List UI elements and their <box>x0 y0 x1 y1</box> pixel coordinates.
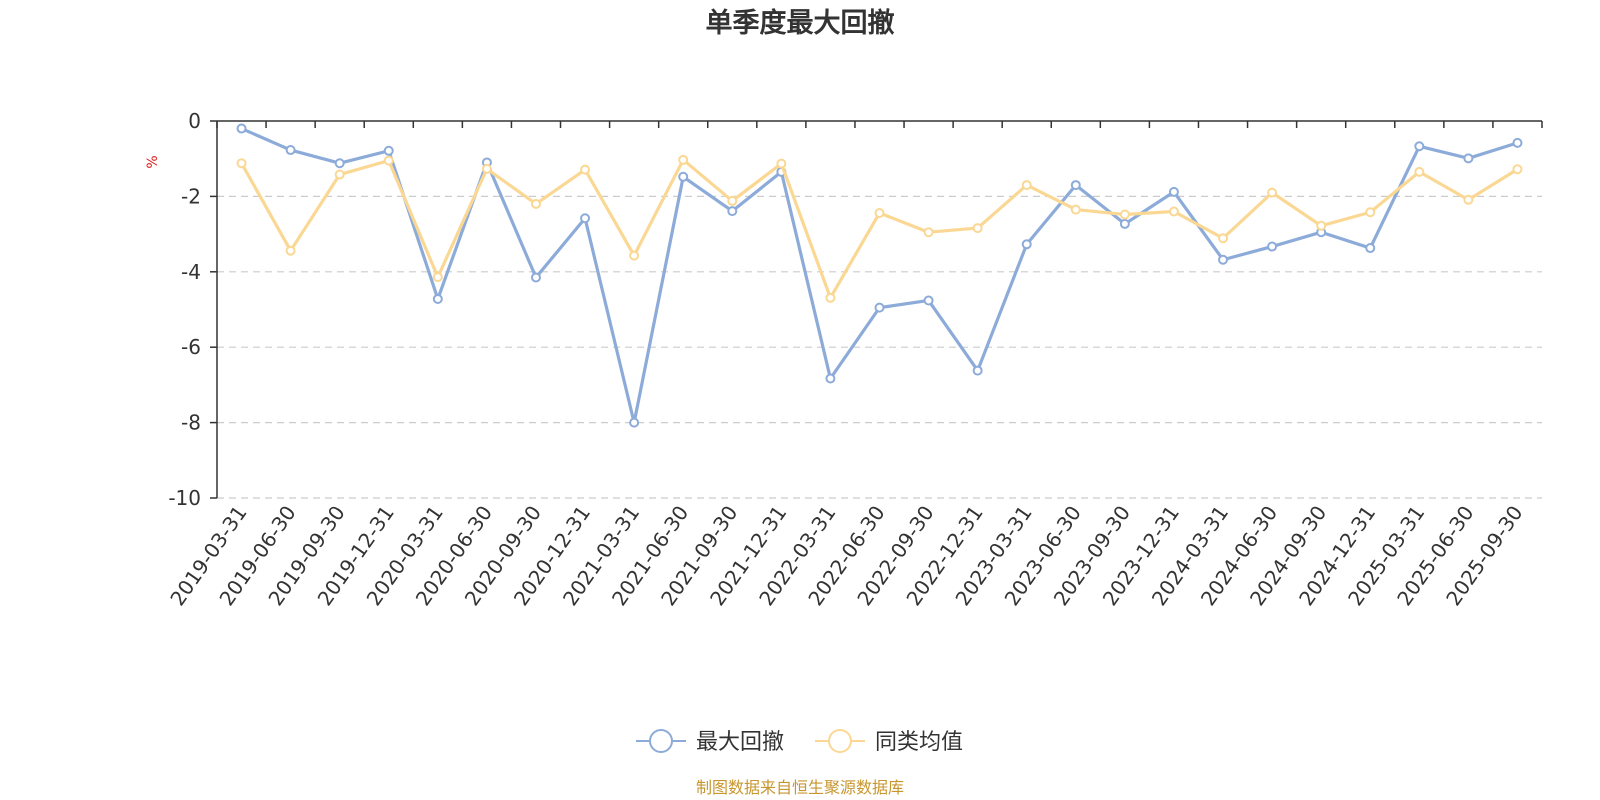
data-point[interactable] <box>1021 180 1032 191</box>
data-point[interactable] <box>236 123 247 134</box>
data-point[interactable] <box>1414 141 1425 152</box>
data-point[interactable] <box>972 365 983 376</box>
data-point[interactable] <box>776 158 787 169</box>
y-tick-label: -4 <box>181 260 201 284</box>
data-point[interactable] <box>236 158 247 169</box>
data-point[interactable] <box>285 145 296 156</box>
data-point[interactable] <box>1463 194 1474 205</box>
data-point[interactable] <box>580 164 591 175</box>
legend-marker-icon <box>828 729 852 753</box>
data-point[interactable] <box>678 154 689 165</box>
data-point[interactable] <box>481 163 492 174</box>
data-point[interactable] <box>383 145 394 156</box>
data-point[interactable] <box>678 171 689 182</box>
data-point[interactable] <box>432 293 443 304</box>
data-point[interactable] <box>629 417 640 428</box>
y-tick-label: -6 <box>181 335 201 359</box>
data-point[interactable] <box>334 169 345 180</box>
grid-lines <box>217 195 1542 499</box>
chart-title: 单季度最大回撤 <box>706 7 895 39</box>
series-1 <box>236 123 1523 428</box>
data-point[interactable] <box>432 272 443 283</box>
data-point[interactable] <box>1512 137 1523 148</box>
data-point[interactable] <box>874 302 885 313</box>
data-point[interactable] <box>1365 207 1376 218</box>
data-point[interactable] <box>1316 220 1327 231</box>
data-point[interactable] <box>1168 186 1179 197</box>
data-point[interactable] <box>1463 153 1474 164</box>
data-point[interactable] <box>1365 243 1376 254</box>
y-tick-label: -8 <box>181 411 201 435</box>
data-point[interactable] <box>285 245 296 256</box>
data-point[interactable] <box>580 213 591 224</box>
data-point[interactable] <box>629 250 640 261</box>
legend: 最大回撤 同类均值 <box>636 729 963 755</box>
legend-item-2[interactable]: 同类均值 <box>815 729 963 755</box>
data-point[interactable] <box>1267 241 1278 252</box>
data-point[interactable] <box>1070 204 1081 215</box>
data-point[interactable] <box>972 223 983 234</box>
y-axis-unit-label: % <box>145 155 161 168</box>
y-tick-label: -10 <box>168 486 201 510</box>
legend-label: 最大回撤 <box>696 730 784 755</box>
data-point[interactable] <box>727 206 738 217</box>
data-source-note: 制图数据来自恒生聚源数据库 <box>696 778 904 797</box>
data-point[interactable] <box>1021 239 1032 250</box>
axes <box>216 120 1542 498</box>
data-point[interactable] <box>1414 166 1425 177</box>
series-lines <box>236 123 1523 428</box>
data-point[interactable] <box>1119 209 1130 220</box>
x-axis-ticks: 2019-03-312019-06-302019-09-302019-12-31… <box>165 121 1543 610</box>
y-axis-ticks: 0 -2 -4 -6 -8 -10 <box>168 109 217 510</box>
y-tick-label: -2 <box>181 184 201 208</box>
data-point[interactable] <box>1070 180 1081 191</box>
data-point[interactable] <box>923 295 934 306</box>
data-point[interactable] <box>1168 206 1179 217</box>
series-line <box>239 126 1520 425</box>
data-point[interactable] <box>383 155 394 166</box>
data-point[interactable] <box>1218 254 1229 265</box>
legend-marker-icon <box>649 729 673 753</box>
data-point[interactable] <box>825 292 836 303</box>
data-point[interactable] <box>334 158 345 169</box>
legend-item-1[interactable]: 最大回撤 <box>636 729 784 755</box>
legend-label: 同类均值 <box>875 730 963 755</box>
y-tick-label: 0 <box>188 109 201 133</box>
data-point[interactable] <box>1218 233 1229 244</box>
data-point[interactable] <box>1512 164 1523 175</box>
series-2 <box>236 154 1523 303</box>
data-point[interactable] <box>1267 187 1278 198</box>
data-point[interactable] <box>825 373 836 384</box>
data-point[interactable] <box>1119 218 1130 229</box>
data-point[interactable] <box>874 207 885 218</box>
data-point[interactable] <box>530 198 541 209</box>
data-point[interactable] <box>923 227 934 238</box>
data-point[interactable] <box>530 272 541 283</box>
data-point[interactable] <box>727 195 738 206</box>
